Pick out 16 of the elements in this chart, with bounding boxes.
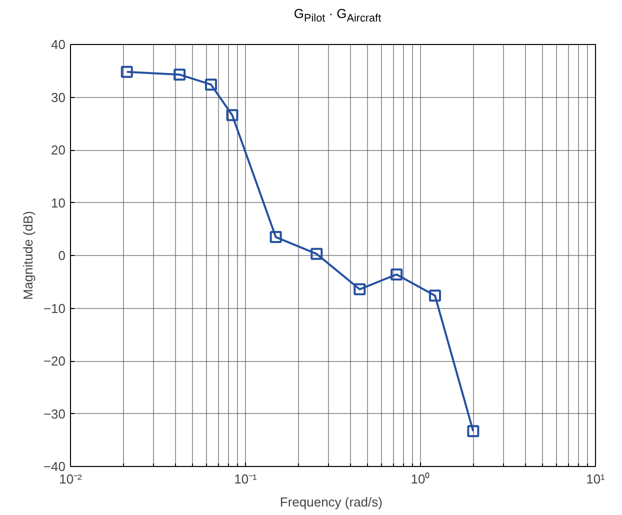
y-tick-label: 20 [51, 142, 66, 158]
x-tick-label: 10⁻² [59, 472, 83, 486]
y-tick-label: 0 [58, 248, 66, 263]
x-axis-title: Frequency (rad/s) [280, 494, 382, 510]
y-tick-label: 10 [51, 195, 66, 210]
y-tick-label: −30 [43, 406, 66, 422]
y-tick-label: −10 [43, 300, 66, 316]
x-tick-label: 10⁻¹ [234, 472, 258, 486]
y-tick-label: −40 [43, 459, 66, 474]
y-axis-title: Magnitude (dB) [20, 211, 36, 300]
x-tick-label: 10¹ [586, 472, 606, 486]
x-tick-label: 10⁰ [410, 472, 430, 486]
y-tick-label: −20 [43, 354, 66, 368]
chart-title: G$_{Pilot}$ · G$_{Aircraft}$ [292, 5, 382, 27]
y-tick-label: 40 [51, 37, 66, 52]
y-tick-label: 30 [51, 90, 66, 105]
